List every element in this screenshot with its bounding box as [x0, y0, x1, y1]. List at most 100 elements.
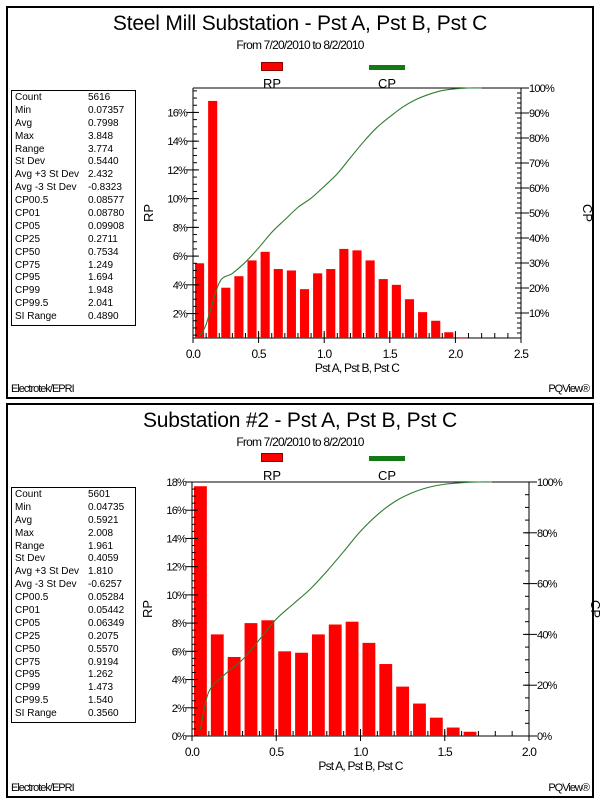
stats-table: Count 5616 Min 0.07357 Avg 0.7998 Max 3.848 Rang… — [11, 90, 136, 327]
stats-row: Avg -3 St Dev -0.6257 — [12, 579, 135, 592]
stats-row: SI Range 0.3560 — [12, 708, 135, 721]
y-tick-label: 0% — [172, 731, 187, 743]
stats-row: CP75 1.249 — [12, 260, 135, 273]
footer-credit: Electrotek/EPRI — [11, 383, 75, 395]
stats-value: 0.5570 — [88, 643, 119, 655]
stats-label: Min — [15, 104, 32, 116]
stats-label: St Dev — [15, 553, 46, 565]
footer-credit: Electrotek/EPRI — [11, 782, 75, 794]
stats-row: Avg 0.7998 — [12, 118, 135, 131]
stats-value: 1.948 — [88, 285, 114, 297]
bar-rp — [328, 624, 342, 736]
stats-row: CP99 1.473 — [12, 682, 135, 695]
stats-value: 1.540 — [88, 695, 114, 707]
bar-rp — [365, 260, 375, 338]
x-tick-label: 0.5 — [269, 745, 284, 759]
stats-row: CP95 1.694 — [12, 272, 135, 285]
y-axis-label: RP — [141, 204, 156, 222]
y2-axis-label: CP — [588, 600, 600, 618]
stats-value: 2.008 — [88, 527, 114, 539]
bar-rp — [311, 634, 325, 736]
legend-swatch-rp — [261, 453, 283, 462]
bar-rp — [391, 284, 401, 338]
chart-panel-steel-mill: Steel Mill Substation - Pst A, Pst B, Ps… — [6, 6, 595, 399]
stats-value: 0.4059 — [88, 553, 119, 565]
histogram-chart: 2% 4% 6% 8% 10% 12% 14% 16% 10% 20% 30% 40% 50% 60% 70… — [141, 83, 595, 375]
x-axis-label: Pst A, Pst B, Pst C — [315, 361, 400, 375]
stats-label: CP99 — [15, 285, 41, 297]
y2-tick-label: 100% — [529, 83, 555, 95]
bar-rp — [418, 312, 428, 338]
x-tick-label: 1.0 — [353, 745, 368, 759]
x-tick-label: 1.0 — [317, 347, 332, 361]
stats-label: CP00.5 — [15, 195, 49, 207]
y2-tick-label: 60% — [537, 579, 558, 591]
bar-rp — [431, 320, 441, 338]
stats-row: Max 3.848 — [12, 131, 135, 144]
stats-label: CP25 — [15, 630, 41, 642]
stats-label: Count — [15, 92, 42, 103]
stats-value: 0.5440 — [88, 156, 119, 168]
bar-rp — [260, 251, 270, 338]
stats-row: Count 5616 — [12, 92, 135, 105]
stats-value: 0.07357 — [88, 104, 125, 116]
stats-label: Avg — [15, 514, 33, 526]
stats-label: CP05 — [15, 617, 41, 629]
bar-rp — [247, 260, 257, 338]
stats-value: 0.9194 — [88, 656, 119, 668]
stats-value: 0.2711 — [88, 233, 118, 245]
bar-rp — [273, 269, 283, 338]
chart-panel-substation-2: Substation #2 - Pst A, Pst B, Pst C From… — [6, 403, 600, 798]
stats-label: CP99 — [15, 682, 41, 694]
stats-value: 0.05442 — [88, 605, 125, 617]
stats-row: CP00.5 0.08577 — [12, 195, 135, 208]
y-tick-label: 14% — [166, 533, 187, 545]
stats-label: Count — [15, 489, 42, 500]
stats-row: Max 2.008 — [12, 528, 135, 541]
stats-label: Avg +3 St Dev — [15, 566, 80, 578]
footer-product: PQView® — [548, 383, 590, 395]
bar-rp — [463, 731, 477, 736]
y-tick-label: 8% — [172, 618, 187, 630]
stats-row: CP25 0.2075 — [12, 631, 135, 644]
y2-tick-label: 30% — [529, 258, 550, 270]
y-tick-label: 14% — [167, 136, 188, 148]
y2-tick-label: 0% — [537, 731, 552, 743]
stats-row: Avg +3 St Dev 1.810 — [12, 566, 135, 579]
y-tick-label: 16% — [166, 505, 187, 517]
stats-row: Min 0.04735 — [12, 502, 135, 515]
stats-row: Avg -3 St Dev -0.8323 — [12, 182, 135, 195]
bar-rp — [234, 276, 244, 338]
chart-subtitle: From 7/20/2010 to 8/2/2010 — [236, 435, 364, 449]
bar-rp — [208, 100, 218, 339]
bar-rp — [457, 337, 467, 339]
stats-label: CP25 — [15, 233, 41, 245]
bar-rp — [362, 642, 376, 736]
stats-label: Avg -3 St Dev — [15, 182, 77, 194]
stats-label: CP50 — [15, 643, 41, 655]
legend-label-cp: CP — [377, 76, 397, 91]
stats-row: Avg 0.5921 — [12, 515, 135, 528]
stats-row: CP95 1.262 — [12, 669, 135, 682]
y2-tick-label: 80% — [537, 528, 558, 540]
stats-row: Range 1.961 — [12, 541, 135, 554]
y-tick-label: 4% — [172, 675, 187, 687]
stats-row: SI Range 0.4890 — [12, 311, 135, 324]
stats-value: 2.041 — [88, 298, 114, 310]
y-tick-label: 4% — [173, 280, 188, 292]
x-tick-label: 1.5 — [438, 745, 453, 759]
stats-label: CP01 — [15, 605, 41, 617]
y2-tick-label: 90% — [529, 108, 550, 120]
x-axis-label: Pst A, Pst B, Pst C — [318, 759, 403, 773]
bar-rp — [345, 621, 359, 736]
bar-rp — [221, 287, 231, 338]
stats-value: 0.4890 — [88, 311, 119, 323]
stats-value: 0.7534 — [88, 246, 119, 258]
stats-value: -0.8323 — [88, 182, 122, 194]
stats-value: 0.5921 — [88, 514, 119, 526]
stats-value: 0.05284 — [88, 592, 125, 604]
stats-value: 5616 — [88, 92, 111, 103]
stats-row: CP25 0.2711 — [12, 234, 135, 247]
bar-rp — [286, 270, 296, 338]
y-tick-label: 8% — [173, 222, 188, 234]
